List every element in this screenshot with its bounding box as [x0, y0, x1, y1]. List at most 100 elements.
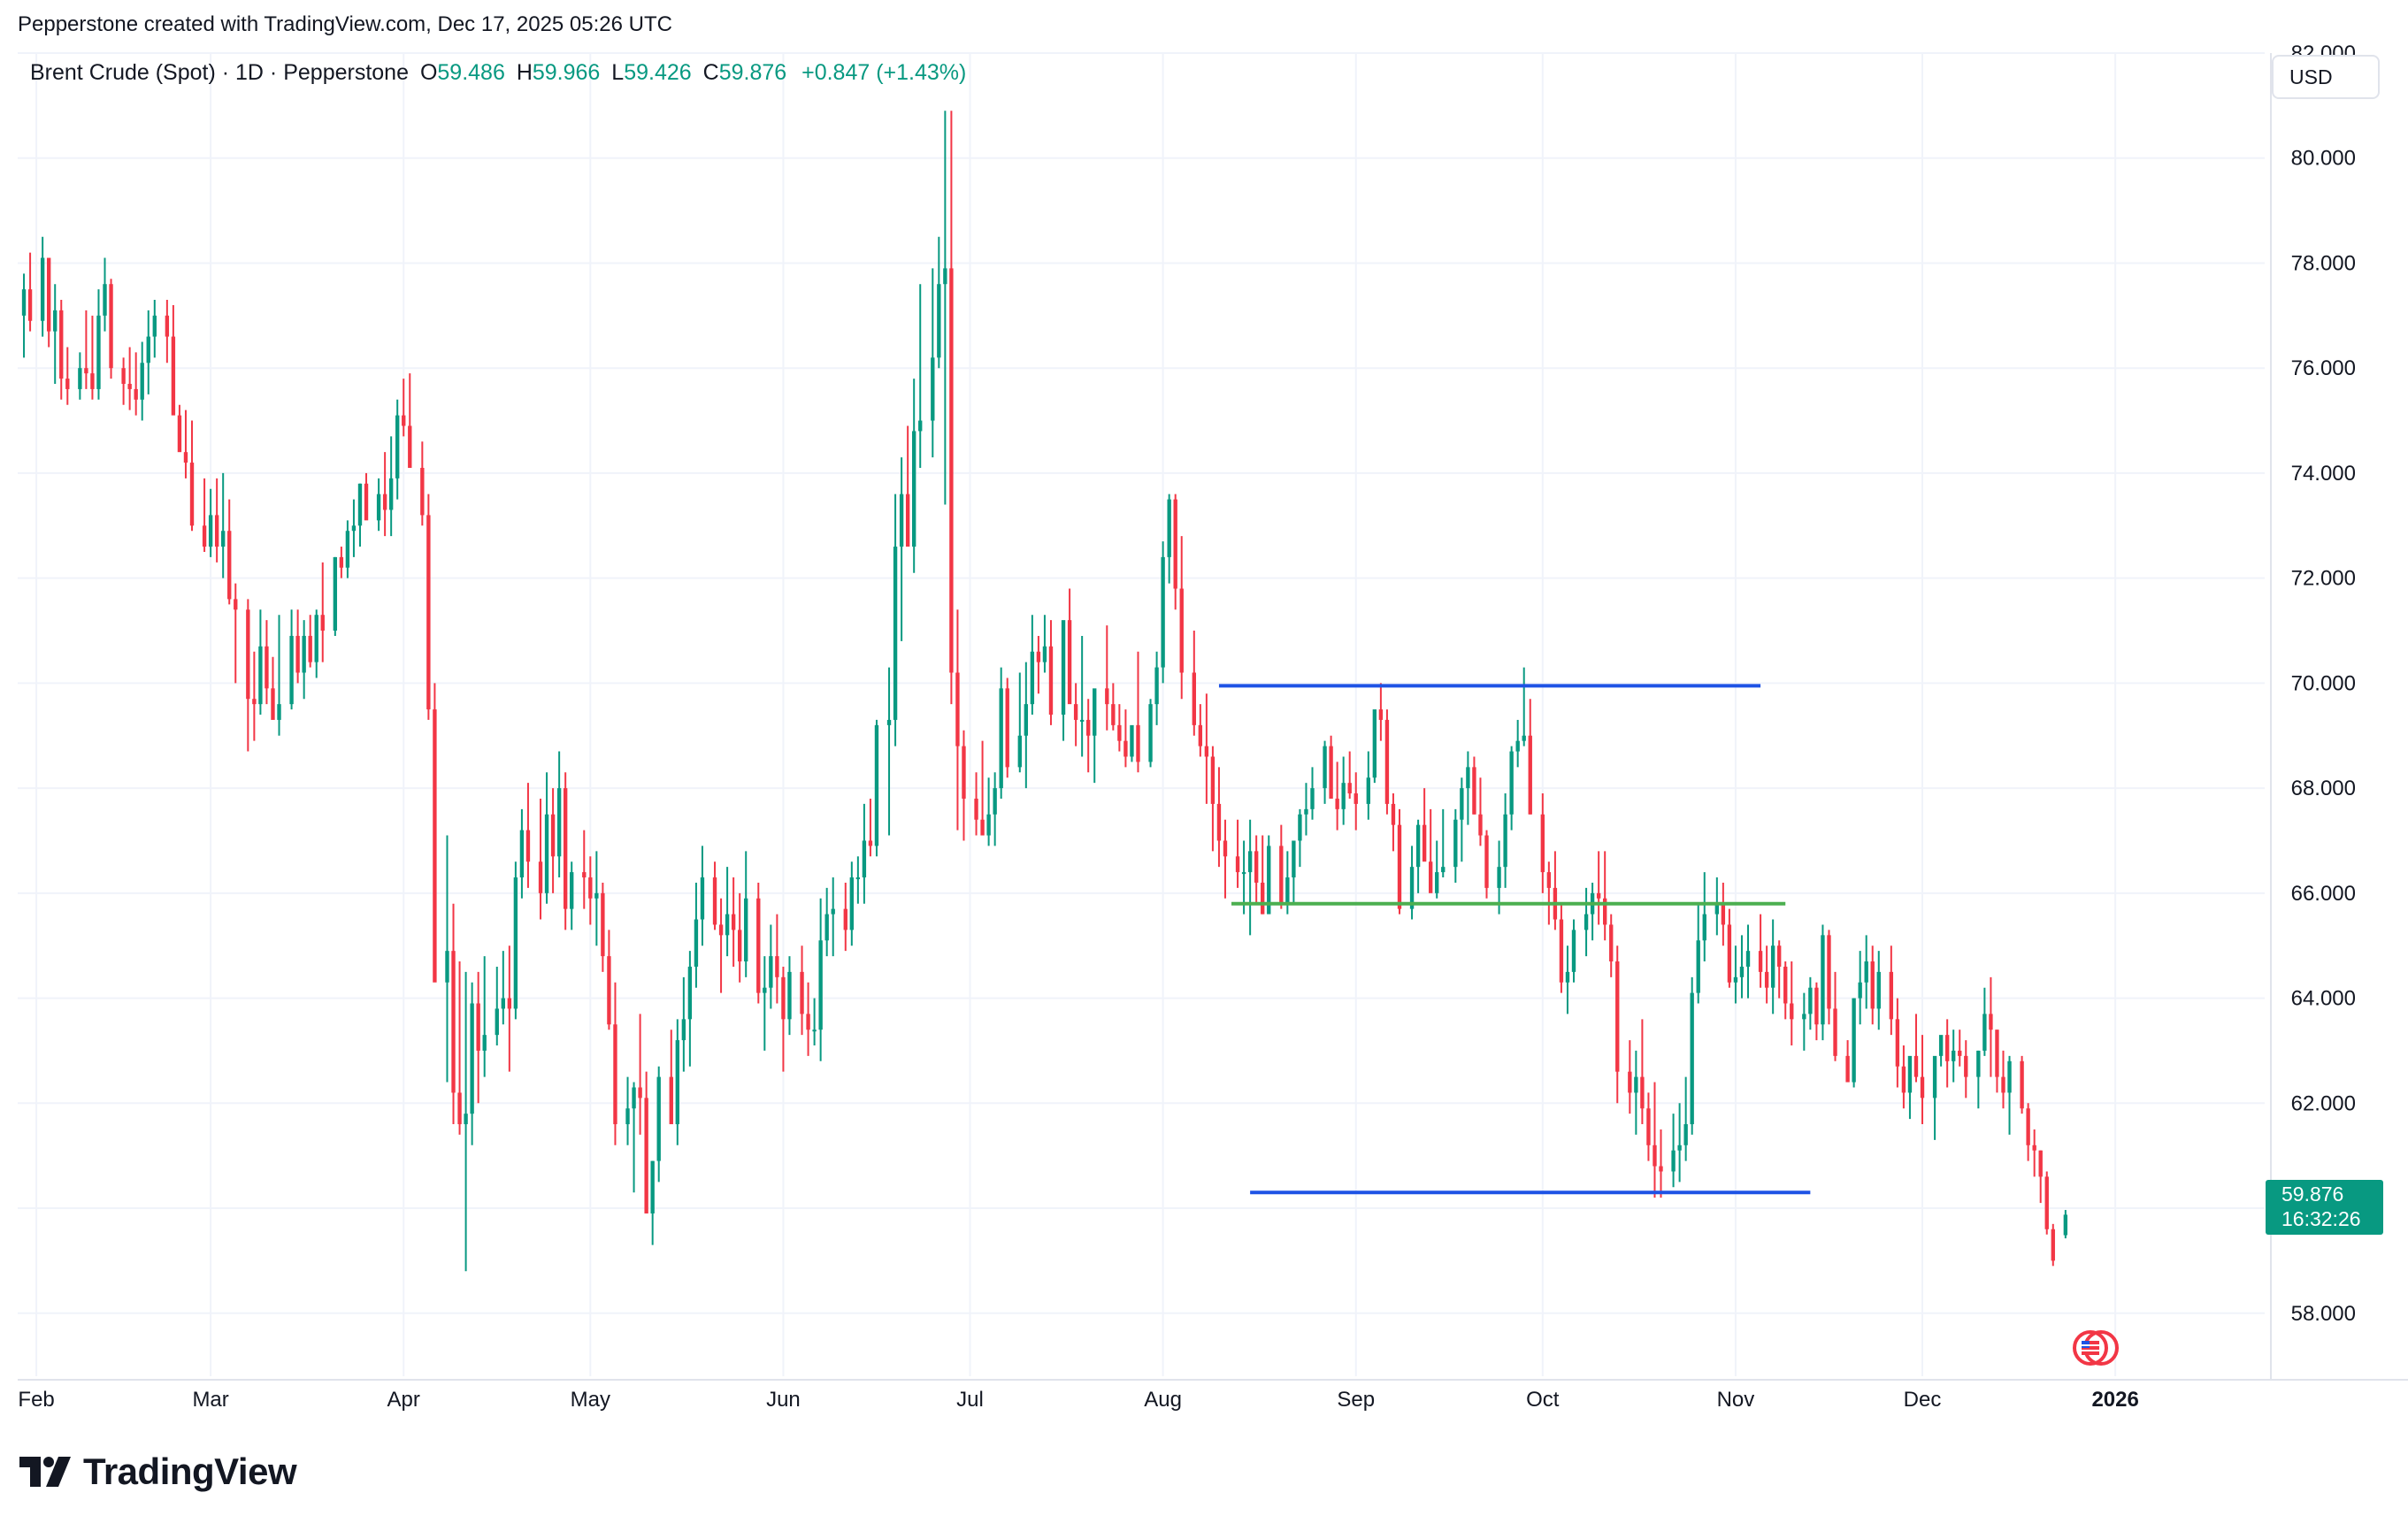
candle-body [800, 971, 804, 1014]
candle [2007, 1055, 2012, 1135]
candle-body [1466, 767, 1470, 789]
candle-body [1721, 903, 1726, 925]
candle [320, 562, 325, 662]
candle [1130, 724, 1134, 762]
candle-body [246, 609, 250, 700]
candle [669, 1030, 673, 1125]
candle-body [1079, 719, 1085, 722]
candle-body [1067, 620, 1072, 705]
candle-body [899, 494, 904, 547]
candle [1341, 756, 1346, 825]
candle [345, 520, 350, 578]
x-tick-label: Oct [1526, 1388, 1560, 1412]
candle [402, 379, 406, 437]
us-flag-events-icon[interactable] [2073, 1330, 2119, 1366]
candle-body [1876, 971, 1881, 1009]
currency-button[interactable]: USD [2272, 55, 2380, 99]
candle-body [1192, 672, 1196, 725]
candle-body [1596, 892, 1601, 899]
candle [252, 651, 257, 741]
candle-body [806, 1014, 810, 1030]
candle-body [601, 892, 605, 957]
candle [1323, 740, 1327, 804]
candle [1764, 945, 1769, 1004]
candle-body [1460, 788, 1464, 820]
candle [1067, 588, 1072, 705]
candle-body [1073, 704, 1078, 720]
candle-body [189, 463, 195, 526]
candle [1086, 699, 1091, 773]
candle [986, 777, 991, 846]
candle [556, 751, 562, 878]
candle [1634, 1050, 1638, 1135]
candle-body [345, 531, 350, 568]
candle [1372, 709, 1377, 784]
candle-body [675, 1040, 679, 1125]
candle-body [1944, 1035, 1950, 1061]
candle [1833, 971, 1837, 1061]
candle-body [2051, 1229, 2055, 1261]
candle [1615, 945, 1620, 1104]
candle [843, 882, 847, 952]
candle [382, 452, 387, 537]
symbol-name[interactable]: Brent Crude (Spot) · 1D · Pepperstone [30, 60, 409, 85]
candle-body [1347, 783, 1352, 794]
tradingview-logo[interactable]: TradingView [19, 1451, 297, 1493]
candle-body [594, 892, 599, 899]
candle [420, 441, 425, 526]
candle [1061, 620, 1066, 741]
candle [962, 730, 966, 841]
y-tick-label: 80.000 [2291, 147, 2356, 171]
candle-body [1254, 851, 1259, 883]
candle [1366, 751, 1370, 820]
candle [2038, 1150, 2043, 1204]
candle-body [986, 814, 991, 836]
candle-body [308, 635, 312, 662]
candle-body [1366, 777, 1370, 804]
candle-body [1546, 872, 1552, 888]
candle [1428, 808, 1433, 893]
candle-body [2063, 1214, 2068, 1236]
candle [1210, 746, 1216, 852]
candle [1391, 793, 1396, 852]
x-tick-label: Mar [192, 1388, 228, 1412]
candle [2020, 1055, 2024, 1114]
candle [53, 284, 58, 384]
candle-body [937, 284, 941, 358]
candle [202, 478, 207, 552]
candle-body [625, 1108, 630, 1125]
candle [1876, 951, 1881, 1030]
candle [1329, 735, 1333, 799]
candle-body [756, 898, 761, 993]
candle [1378, 683, 1384, 741]
candle-body [1745, 951, 1751, 967]
candle-body [718, 924, 724, 936]
last-price-tag: 59.876 16:32:26 [2266, 1180, 2383, 1235]
candle-body [1378, 709, 1384, 720]
candle [862, 803, 867, 904]
candle-body [482, 1035, 487, 1051]
candle [1441, 808, 1446, 878]
candle [855, 856, 861, 904]
candle-body [1540, 814, 1545, 873]
candle [1814, 982, 1819, 1041]
candle [886, 667, 892, 836]
candle [214, 478, 219, 563]
candle [905, 425, 910, 547]
candle-body [152, 315, 157, 337]
candle-body [556, 788, 562, 857]
candle-body [1179, 588, 1184, 673]
candle-body [769, 956, 773, 988]
candle-body [525, 830, 531, 862]
candle [718, 898, 724, 993]
candle-body [1802, 1014, 1806, 1020]
candle [426, 494, 431, 720]
candle-body [382, 494, 387, 510]
x-tick-label: Jun [766, 1388, 801, 1412]
candle-body [121, 368, 126, 384]
candle-body [339, 556, 344, 568]
candle [550, 788, 556, 893]
candle-body [1653, 1144, 1657, 1167]
